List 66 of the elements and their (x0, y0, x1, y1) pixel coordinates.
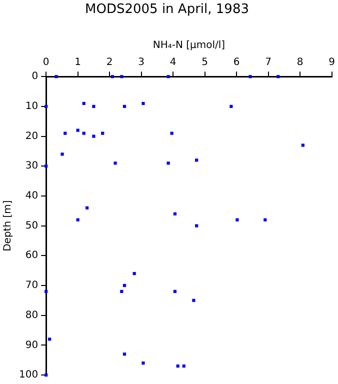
point (248, 75, 252, 78)
x-tick-label: 4 (170, 57, 176, 68)
y-tick-label: 50 (25, 220, 38, 232)
point (44, 290, 48, 294)
point (64, 132, 67, 135)
x-tick-label: 0 (42, 57, 50, 68)
chart-title: MODS2005 in April, 1983 (85, 2, 249, 18)
point (114, 162, 117, 165)
point (192, 298, 196, 302)
point (101, 132, 104, 135)
x-tick-label: 2 (106, 57, 113, 68)
point (122, 284, 126, 288)
point (54, 75, 58, 78)
point (44, 373, 48, 377)
point (110, 75, 114, 78)
x-axis-title: NH₄-N [µmol/l] (152, 40, 226, 52)
point (122, 352, 126, 356)
point (173, 212, 177, 216)
point (173, 290, 177, 294)
x-tick-label: 3 (138, 57, 145, 68)
point (170, 132, 174, 135)
point (122, 104, 126, 108)
point (301, 144, 304, 147)
x-tick-label: 1 (74, 57, 82, 68)
point (142, 362, 145, 365)
point (166, 75, 170, 78)
y-tick-label: 0 (32, 71, 38, 82)
point (76, 218, 80, 222)
point (276, 75, 280, 78)
point (82, 132, 86, 135)
point (182, 364, 186, 368)
y-tick-label: 80 (25, 310, 38, 321)
point (60, 152, 64, 156)
y-tick-label: 40 (25, 190, 38, 202)
x-tick-label: 6 (233, 57, 240, 68)
point (142, 102, 145, 106)
point (120, 290, 124, 294)
point (230, 104, 233, 108)
point (132, 272, 136, 276)
point (92, 104, 96, 108)
point (236, 218, 239, 222)
y-tick-label: 90 (25, 340, 38, 351)
y-tick-label: 30 (25, 160, 38, 172)
y-tick-label: 70 (25, 280, 38, 292)
point (120, 75, 124, 78)
y-tick-label: 10 (25, 101, 38, 112)
point (44, 164, 48, 168)
y-tick-label: 100 (18, 370, 38, 381)
point (92, 134, 96, 138)
point (176, 364, 180, 368)
point (166, 162, 170, 165)
point (195, 224, 198, 228)
x-tick-label: 8 (296, 57, 304, 68)
point (85, 206, 89, 210)
y-tick-label: 20 (25, 130, 38, 142)
y-axis-title: Depth [m] (2, 200, 14, 252)
point (76, 128, 80, 132)
x-tick-label: 5 (202, 57, 208, 68)
point (44, 104, 48, 108)
point (82, 102, 86, 106)
point (195, 158, 198, 162)
y-tick-label: 60 (25, 250, 38, 262)
point (48, 338, 52, 341)
x-tick-label: 7 (265, 57, 272, 68)
point (264, 218, 267, 222)
x-tick-label: 9 (328, 57, 336, 68)
